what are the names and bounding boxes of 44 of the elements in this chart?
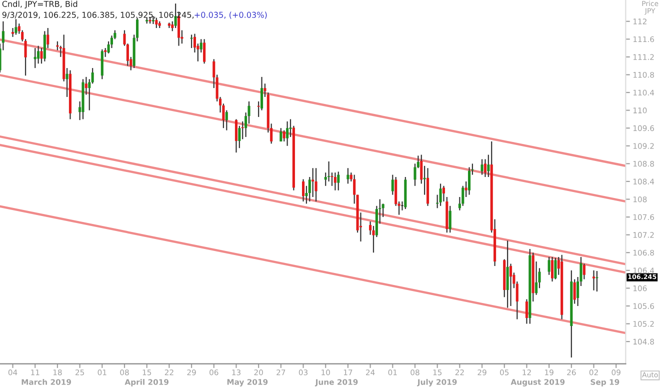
candlestick	[40, 47, 43, 64]
candlestick	[462, 185, 464, 206]
candlestick	[391, 174, 394, 196]
candlestick	[286, 120, 289, 146]
candlestick	[439, 183, 442, 206]
candlestick	[234, 118, 238, 154]
candlestick	[334, 172, 336, 191]
candlestick	[203, 38, 206, 64]
candlestick	[525, 298, 528, 324]
candlestick	[448, 205, 452, 234]
candlestick	[66, 67, 68, 98]
candlestick	[330, 172, 334, 186]
candlestick	[487, 154, 490, 178]
candlestick	[468, 166, 471, 196]
candlestick	[506, 240, 509, 308]
candlestick	[14, 18, 18, 36]
candlestick	[312, 168, 314, 198]
candlestick	[535, 260, 538, 296]
candlestick	[225, 110, 228, 131]
chart-title: Cndl, JPY=TRB, Bid	[2, 0, 78, 8]
candlestick	[46, 27, 50, 49]
candlestick	[548, 256, 550, 276]
candlestick	[372, 225, 375, 254]
candlestick	[37, 45, 40, 64]
candlestick	[280, 128, 282, 142]
candlestick	[442, 185, 445, 202]
candlestick	[554, 257, 557, 280]
candlestick	[337, 171, 340, 191]
candlestick	[573, 278, 576, 304]
annotation: +0.035, (+0.03%)	[194, 12, 267, 19]
candlestick	[84, 76, 88, 96]
candlestick	[400, 200, 404, 211]
candlestick	[328, 160, 330, 182]
candlestick	[238, 125, 241, 149]
candlestick	[464, 180, 468, 198]
candlestick	[582, 263, 586, 280]
candlestick	[480, 158, 484, 176]
candlestick	[550, 256, 554, 282]
candlestick	[314, 168, 318, 202]
candlestick	[592, 270, 596, 291]
candlestick	[282, 130, 286, 142]
candlestick	[155, 17, 158, 29]
candlestick	[302, 178, 305, 202]
candlestick	[484, 158, 486, 178]
